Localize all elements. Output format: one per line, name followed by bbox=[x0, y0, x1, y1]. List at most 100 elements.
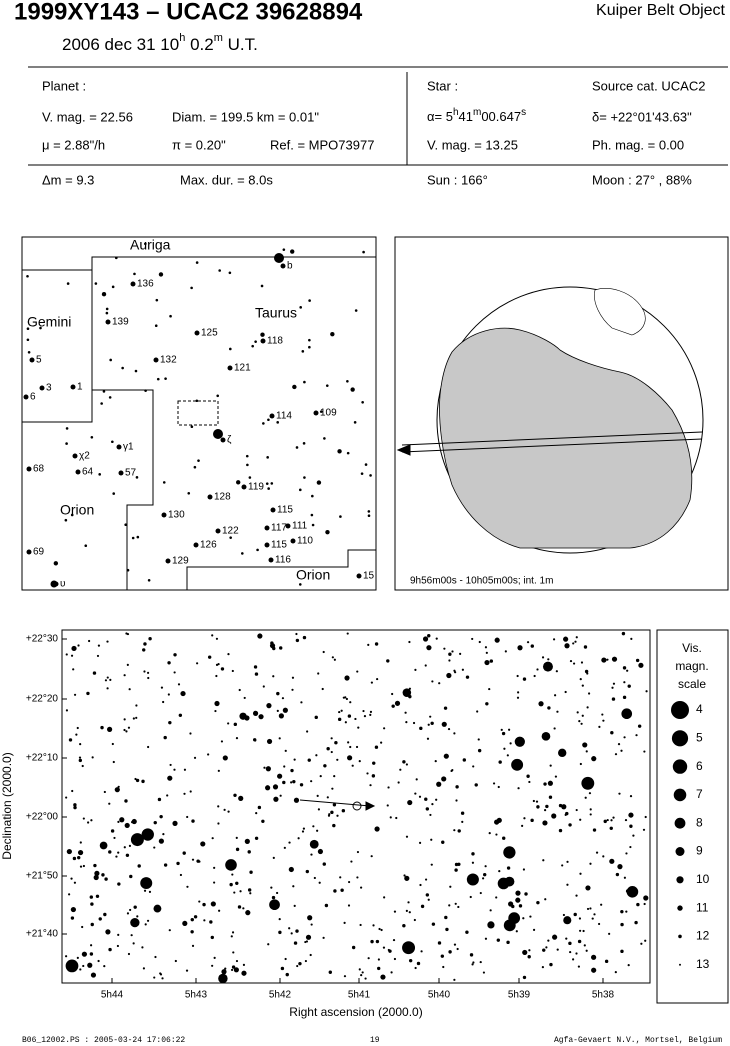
star bbox=[90, 944, 93, 947]
scale-title: scale bbox=[678, 677, 706, 691]
star bbox=[260, 332, 265, 337]
star bbox=[579, 929, 582, 932]
star bbox=[65, 653, 68, 656]
star bbox=[211, 964, 214, 967]
star bbox=[138, 838, 142, 842]
star bbox=[114, 256, 118, 260]
star bbox=[457, 829, 461, 833]
star bbox=[581, 714, 584, 717]
star bbox=[621, 708, 633, 720]
star bbox=[318, 881, 321, 884]
star bbox=[461, 820, 464, 823]
star bbox=[471, 637, 474, 641]
star bbox=[210, 901, 216, 907]
star bbox=[314, 715, 318, 720]
star bbox=[125, 730, 128, 733]
star bbox=[79, 841, 82, 844]
star bbox=[227, 653, 230, 656]
star bbox=[292, 779, 296, 784]
star bbox=[284, 957, 287, 961]
star bbox=[247, 888, 252, 892]
star bbox=[341, 809, 346, 813]
star bbox=[91, 756, 94, 759]
star bbox=[627, 684, 631, 688]
star bbox=[408, 640, 411, 644]
star-chart-frame bbox=[61, 629, 651, 984]
star bbox=[441, 840, 445, 844]
star bbox=[249, 892, 252, 895]
star bbox=[393, 957, 397, 961]
star bbox=[450, 769, 453, 773]
star bbox=[147, 578, 151, 582]
star bbox=[180, 690, 186, 697]
moon: Moon : 27° , 88% bbox=[592, 172, 692, 187]
star bbox=[193, 542, 199, 548]
star bbox=[390, 971, 393, 974]
star bbox=[102, 390, 106, 393]
star bbox=[112, 760, 115, 764]
star bbox=[471, 852, 475, 856]
star bbox=[425, 807, 430, 811]
star bbox=[611, 656, 618, 662]
star bbox=[124, 799, 128, 803]
star bbox=[612, 816, 615, 819]
star bbox=[134, 777, 137, 781]
star-label: 122 bbox=[222, 526, 239, 537]
star bbox=[179, 873, 183, 877]
star bbox=[358, 968, 361, 971]
footer-left: B06_12002.PS : 2005-03-24 17:06:22 bbox=[22, 1036, 185, 1045]
star bbox=[456, 947, 459, 951]
star bbox=[642, 828, 646, 831]
star bbox=[268, 557, 274, 563]
star bbox=[300, 701, 303, 704]
star bbox=[643, 902, 646, 906]
star bbox=[143, 670, 146, 673]
star bbox=[600, 903, 603, 906]
star bbox=[495, 833, 498, 836]
star bbox=[343, 975, 347, 978]
star bbox=[593, 913, 596, 916]
star bbox=[574, 640, 577, 643]
star bbox=[140, 877, 153, 890]
star bbox=[313, 876, 316, 880]
star bbox=[530, 818, 534, 823]
star bbox=[422, 636, 429, 642]
star bbox=[213, 881, 216, 884]
star bbox=[372, 924, 375, 927]
star bbox=[407, 799, 413, 806]
star bbox=[369, 713, 372, 716]
star bbox=[220, 740, 224, 743]
star bbox=[496, 817, 502, 823]
star bbox=[182, 920, 188, 927]
star bbox=[360, 974, 363, 977]
star bbox=[144, 242, 147, 246]
star bbox=[173, 768, 176, 771]
star bbox=[260, 338, 266, 344]
star bbox=[547, 658, 550, 661]
star bbox=[354, 309, 358, 312]
star bbox=[517, 691, 520, 694]
star bbox=[153, 820, 157, 825]
star bbox=[485, 702, 489, 706]
constellation-label: Taurus bbox=[255, 305, 297, 321]
star bbox=[101, 873, 105, 877]
star bbox=[100, 402, 103, 405]
star bbox=[533, 674, 536, 678]
star bbox=[169, 763, 172, 767]
star bbox=[156, 377, 160, 381]
star bbox=[26, 466, 32, 472]
star bbox=[336, 814, 339, 817]
star bbox=[82, 817, 85, 820]
star bbox=[462, 758, 467, 762]
star bbox=[293, 758, 296, 761]
star bbox=[65, 709, 69, 712]
star bbox=[583, 645, 588, 649]
star bbox=[105, 307, 109, 311]
star bbox=[506, 754, 509, 757]
star bbox=[70, 384, 76, 390]
star bbox=[476, 710, 479, 713]
star bbox=[374, 745, 379, 749]
star bbox=[643, 895, 649, 901]
star bbox=[284, 749, 287, 752]
star bbox=[457, 905, 460, 909]
